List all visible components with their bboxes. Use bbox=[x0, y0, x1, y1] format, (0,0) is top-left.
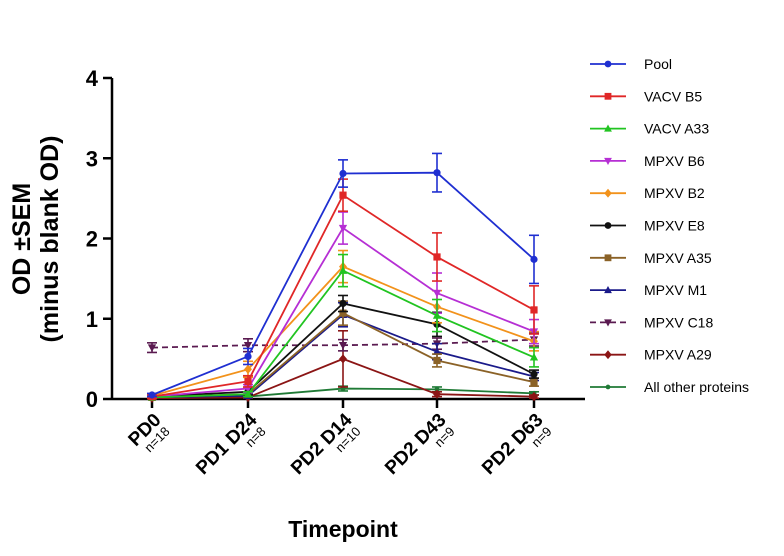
data-point bbox=[604, 124, 612, 132]
data-point bbox=[604, 319, 612, 327]
legend-label: MPXV M1 bbox=[644, 282, 707, 298]
legend-label: MPXV E8 bbox=[644, 218, 705, 234]
data-point bbox=[530, 391, 538, 402]
y-axis-title-line1: OD ±SEM bbox=[8, 183, 36, 295]
data-point bbox=[530, 370, 538, 378]
data-point bbox=[433, 253, 441, 261]
legend-item: MPXV B2 bbox=[590, 185, 705, 201]
data-point bbox=[243, 341, 253, 350]
legend-item: MPXV C18 bbox=[590, 314, 713, 330]
legend-item: All other proteins bbox=[590, 379, 749, 395]
data-point bbox=[147, 344, 157, 352]
legend-label: MPXV B6 bbox=[644, 153, 705, 169]
data-point bbox=[338, 224, 348, 233]
data-point bbox=[338, 266, 348, 274]
y-ticks: 0 1 2 3 4 bbox=[86, 66, 112, 412]
legend: Pool VACV B5 VACV A33 MPXV B6 MPXV B2 MPXV E8… bbox=[590, 56, 749, 395]
data-point bbox=[339, 191, 347, 199]
data-point bbox=[530, 255, 538, 263]
data-point bbox=[530, 306, 538, 314]
legend-label: MPXV B2 bbox=[644, 185, 705, 201]
y-tick-label: 1 bbox=[86, 307, 98, 332]
legend-item: MPXV A29 bbox=[590, 347, 712, 363]
legend-label: VACV B5 bbox=[644, 88, 702, 104]
axes bbox=[110, 78, 585, 401]
data-point bbox=[604, 350, 612, 360]
legend-item: MPXV E8 bbox=[590, 218, 705, 234]
data-point bbox=[244, 364, 252, 374]
legend-label: MPXV A35 bbox=[644, 250, 712, 266]
data-point bbox=[244, 377, 252, 385]
data-point bbox=[339, 169, 347, 178]
data-point bbox=[339, 299, 347, 308]
legend-label: Pool bbox=[644, 56, 672, 72]
legend-item: MPXV A35 bbox=[590, 250, 712, 266]
data-point bbox=[529, 352, 539, 361]
legend-label: MPXV C18 bbox=[644, 314, 713, 330]
legend-label: MPXV A29 bbox=[644, 347, 712, 363]
series-mpxv-a29 bbox=[147, 329, 539, 403]
data-point bbox=[244, 352, 252, 361]
data-point bbox=[433, 356, 441, 365]
data-point bbox=[434, 386, 440, 392]
legend-item: MPXV M1 bbox=[590, 282, 707, 298]
x-axis-title: Timepoint bbox=[288, 516, 398, 542]
data-point bbox=[604, 60, 612, 68]
series-pool bbox=[147, 152, 539, 399]
data-point bbox=[339, 309, 347, 317]
legend-item: Pool bbox=[590, 56, 672, 72]
y-tick-label: 2 bbox=[86, 227, 98, 252]
legend-label: All other proteins bbox=[644, 379, 749, 395]
y-axis-title: OD ±SEM (minus blank OD) bbox=[8, 136, 64, 343]
y-tick-label: 3 bbox=[86, 146, 98, 171]
data-point bbox=[604, 254, 612, 262]
y-axis-title-line2: (minus blank OD) bbox=[36, 136, 64, 343]
data-point bbox=[604, 286, 612, 294]
data-point bbox=[338, 341, 348, 350]
data-point bbox=[604, 188, 612, 198]
data-point bbox=[148, 391, 156, 399]
data-point bbox=[432, 347, 442, 355]
legend-label: VACV A33 bbox=[644, 121, 709, 137]
y-tick-label: 0 bbox=[86, 387, 98, 412]
legend-item: VACV A33 bbox=[590, 121, 709, 137]
data-point bbox=[243, 389, 253, 398]
y-tick-label: 4 bbox=[86, 66, 99, 91]
series-layer bbox=[147, 152, 539, 403]
data-point bbox=[604, 92, 612, 100]
data-point bbox=[433, 169, 441, 177]
data-point bbox=[604, 222, 612, 229]
data-point bbox=[432, 311, 442, 319]
data-point bbox=[432, 289, 442, 298]
data-point bbox=[433, 389, 441, 399]
data-point bbox=[530, 378, 538, 386]
legend-item: VACV B5 bbox=[590, 88, 702, 104]
data-point bbox=[605, 384, 611, 390]
data-point bbox=[604, 157, 612, 165]
data-point bbox=[339, 354, 347, 364]
legend-item: MPXV B6 bbox=[590, 153, 705, 169]
